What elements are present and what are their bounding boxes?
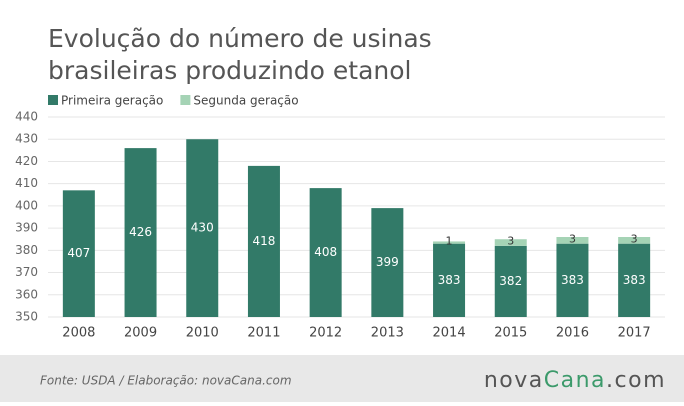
data-label: 1 <box>446 235 453 248</box>
data-label: 382 <box>499 274 522 288</box>
bar-segment <box>494 239 527 246</box>
x-tick-label: 2015 <box>494 326 527 341</box>
bar-segment <box>494 245 527 317</box>
y-tick-label: 440 <box>15 110 38 124</box>
data-label: 3 <box>631 232 638 245</box>
data-label: 383 <box>623 273 646 287</box>
y-tick-label: 350 <box>15 310 38 324</box>
data-label: 383 <box>438 273 461 287</box>
legend-label: Segunda geração <box>193 94 298 108</box>
data-label: 399 <box>376 255 399 269</box>
x-tick-label: 2010 <box>186 326 219 341</box>
x-tick-label: 2016 <box>556 326 589 341</box>
data-label: 383 <box>561 273 584 287</box>
y-tick-label: 410 <box>15 176 38 190</box>
bar-segment <box>433 241 466 244</box>
x-tick-label: 2011 <box>247 326 280 341</box>
data-label: 418 <box>252 234 275 248</box>
y-tick-label: 380 <box>15 243 38 257</box>
bar-segment <box>556 243 589 317</box>
data-label: 3 <box>507 235 514 248</box>
bar-segment <box>556 237 589 244</box>
bar-segment <box>433 243 466 317</box>
chart-title-text: Evolução do número de usinas brasileiras … <box>48 24 432 85</box>
logo-part: Cana <box>544 368 606 393</box>
y-tick-label: 390 <box>15 221 38 235</box>
footer <box>0 355 684 402</box>
y-tick-label: 370 <box>15 265 38 279</box>
bar-segment <box>618 237 651 244</box>
x-tick-label: 2008 <box>62 326 95 341</box>
bar-segment <box>618 243 651 317</box>
bar-segment <box>124 148 157 317</box>
bar-segment <box>309 188 342 317</box>
chart-title: Evolução do número de usinas brasileiras … <box>48 24 432 85</box>
legend-label: Primeira geração <box>61 94 163 108</box>
y-tick-label: 420 <box>15 154 38 168</box>
data-label: 426 <box>129 225 152 239</box>
x-tick-label: 2013 <box>371 326 404 341</box>
bar-segment <box>371 208 404 317</box>
logo-part: .com <box>606 368 666 393</box>
logo-part: nova <box>484 368 544 393</box>
legend-swatch <box>180 95 191 105</box>
data-label: 430 <box>191 221 214 235</box>
bar-segment <box>247 165 280 317</box>
source: Fonte: USDA / Elaboração: novaCana.com <box>40 374 292 388</box>
legend-swatch <box>48 95 58 105</box>
y-tick-label: 400 <box>15 198 38 212</box>
data-label: 408 <box>314 245 337 259</box>
x-tick-label: 2014 <box>433 326 466 341</box>
x-tick-label: 2012 <box>309 326 342 341</box>
x-tick-label: 2009 <box>124 326 157 341</box>
x-tick-label: 2017 <box>618 326 651 341</box>
bar-segment <box>186 139 219 317</box>
y-tick-label: 360 <box>15 287 38 301</box>
logo: novaCana.com <box>484 368 666 393</box>
data-label: 407 <box>67 246 90 260</box>
data-label: 3 <box>569 232 576 245</box>
bar-segment <box>62 190 95 317</box>
y-tick-label: 430 <box>15 132 38 146</box>
